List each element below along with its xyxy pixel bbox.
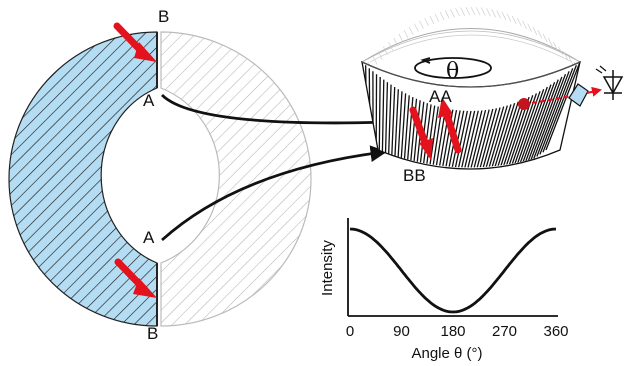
theta-label: θ [446, 59, 459, 84]
connector-arrow-upper [161, 93, 394, 131]
x-tick-label: 180 [440, 323, 465, 340]
label-b-top: B [158, 7, 169, 26]
right-half-ring [160, 31, 312, 327]
detection-path [518, 65, 624, 110]
left-half-ring [8, 31, 158, 327]
y-axis-title: Intensity [319, 240, 336, 296]
x-tick-label: 0 [346, 323, 354, 340]
label-bb: BB [403, 166, 426, 185]
intensity-curve [349, 227, 557, 314]
connector-arrow-lower [161, 145, 388, 242]
x-tick-label: 270 [492, 323, 517, 340]
intensity-chart: Intensity Angle θ (°) 0 90 180 270 360 [319, 218, 569, 362]
label-b-bottom: B [147, 324, 158, 343]
polarizer-icon [568, 83, 589, 107]
photodetector-icon [595, 65, 624, 100]
x-axis-title: Angle θ (°) [411, 345, 482, 362]
x-tick-label: 360 [543, 323, 568, 340]
x-tick-label: 90 [393, 323, 410, 340]
label-aa: AA [429, 87, 452, 106]
label-a-lower: A [143, 228, 155, 247]
rotation-indicator: θ [414, 57, 492, 84]
label-a-upper: A [143, 91, 155, 110]
red-arrow-up [442, 108, 462, 154]
conical-ring [361, 6, 581, 170]
